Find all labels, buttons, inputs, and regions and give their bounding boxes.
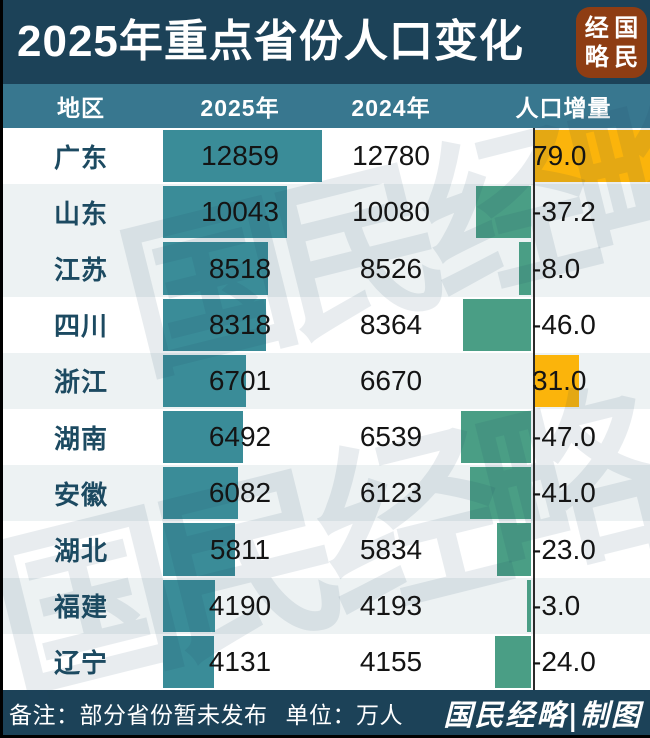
table-row: 山东 10043 10080 -37.2 — [3, 184, 650, 241]
bar-2025 — [163, 579, 215, 632]
value-2025: 12859 — [201, 140, 279, 172]
seal-char: 民 — [614, 42, 639, 72]
column-header-row: 地区 2025年 2024年 人口增量 — [3, 84, 650, 128]
footer-unit: 单位：万人 — [285, 701, 403, 728]
value-2024: 5834 — [359, 533, 423, 565]
value-delta: -37.2 — [532, 196, 596, 228]
seal-char: 经 — [584, 12, 609, 42]
bar-delta — [533, 130, 650, 183]
bar-2025 — [163, 298, 266, 351]
table-row: 湖南 6492 6539 -47.0 — [3, 409, 650, 466]
value-2025: 8318 — [208, 308, 272, 340]
region-label: 辽宁 — [53, 648, 108, 679]
bar-2025 — [163, 354, 246, 408]
page-title: 2025年重点省份人口变化 — [17, 17, 524, 66]
bar-delta — [497, 523, 531, 576]
footer-note: 备注：部分省份暂未发布 — [9, 701, 268, 728]
seal-char: 略 — [584, 42, 609, 72]
value-2024: 6539 — [359, 421, 423, 453]
value-2024: 6670 — [359, 364, 423, 396]
bar-delta — [461, 411, 531, 464]
seal-char: 国 — [614, 12, 639, 42]
bar-2025 — [163, 523, 235, 576]
value-delta: -41.0 — [532, 477, 596, 509]
region-label: 湖南 — [53, 423, 108, 454]
brand-seal: 经 国 略 民 — [576, 7, 647, 78]
value-2024: 10080 — [352, 196, 430, 228]
table-row: 福建 4190 4193 -3.0 — [3, 577, 650, 634]
header: 2025年重点省份人口变化 经 国 略 民 — [3, 0, 650, 84]
region-label: 福建 — [53, 592, 108, 623]
region-label: 广东 — [53, 142, 108, 173]
region-label: 山东 — [53, 198, 108, 229]
value-delta: -47.0 — [532, 421, 596, 453]
value-2025: 4190 — [208, 589, 272, 621]
bar-delta — [470, 467, 531, 520]
column-header-2024: 2024年 — [351, 95, 431, 121]
value-2025: 6492 — [208, 421, 272, 453]
value-2024: 12780 — [352, 140, 430, 172]
bar-delta — [519, 242, 531, 295]
bar-delta — [463, 298, 531, 351]
bar-delta — [476, 186, 531, 239]
column-header-delta: 人口增量 — [515, 95, 612, 121]
table-row: 辽宁 4131 4155 -24.0 — [3, 633, 650, 691]
bar-2025 — [163, 635, 214, 689]
bar-2025 — [163, 467, 238, 520]
value-2024: 4155 — [359, 645, 423, 677]
bar-2025 — [163, 242, 268, 295]
table-row: 浙江 6701 6670 31.0 — [3, 352, 650, 410]
table-body: 广东 12859 12780 79.0 山东 10043 10080 -37.2 江苏 8518 8… — [3, 128, 650, 691]
bar-2025 — [163, 186, 287, 239]
footer: 备注：部分省份暂未发布 单位：万人 国民经略|制图 — [3, 690, 650, 735]
table-row: 湖北 5811 5834 -23.0 — [3, 521, 650, 578]
bar-delta — [527, 579, 531, 632]
value-2024: 8364 — [359, 308, 423, 340]
value-2025: 6701 — [208, 364, 272, 396]
region-label: 湖北 — [53, 536, 108, 567]
value-delta: -8.0 — [532, 252, 581, 284]
value-2025: 5811 — [209, 533, 271, 565]
table-row: 四川 8318 8364 -46.0 — [3, 296, 650, 353]
region-label: 江苏 — [53, 255, 108, 285]
value-delta: 31.0 — [532, 364, 587, 396]
column-header-2025: 2025年 — [200, 95, 280, 121]
column-header-region: 地区 — [57, 95, 105, 121]
region-label: 浙江 — [53, 367, 108, 398]
bar-delta — [495, 635, 531, 689]
value-delta: -23.0 — [532, 533, 596, 565]
value-delta: -3.0 — [532, 589, 581, 621]
bar-2025 — [163, 411, 243, 464]
footer-brand: 国民经略|制图 — [443, 697, 642, 732]
value-2025: 4131 — [208, 645, 272, 677]
value-2025: 6082 — [208, 477, 272, 509]
table-row: 安徽 6082 6123 -41.0 — [3, 465, 650, 522]
bar-2025 — [163, 130, 322, 183]
value-2024: 6123 — [359, 477, 423, 509]
value-delta: -24.0 — [532, 645, 596, 677]
bar-delta — [533, 354, 579, 408]
table-row: 广东 12859 12780 79.0 — [3, 128, 650, 185]
region-label: 四川 — [53, 311, 108, 342]
value-2025: 8518 — [208, 252, 272, 284]
region-label: 安徽 — [53, 479, 108, 510]
value-2025: 10043 — [201, 196, 279, 228]
value-delta: -46.0 — [532, 308, 596, 340]
table-row: 江苏 8518 8526 -8.0 — [3, 240, 650, 297]
value-delta: 79.0 — [532, 140, 587, 172]
value-2024: 4193 — [359, 589, 423, 621]
value-2024: 8526 — [359, 252, 423, 284]
delta-zero-axis — [533, 128, 535, 690]
